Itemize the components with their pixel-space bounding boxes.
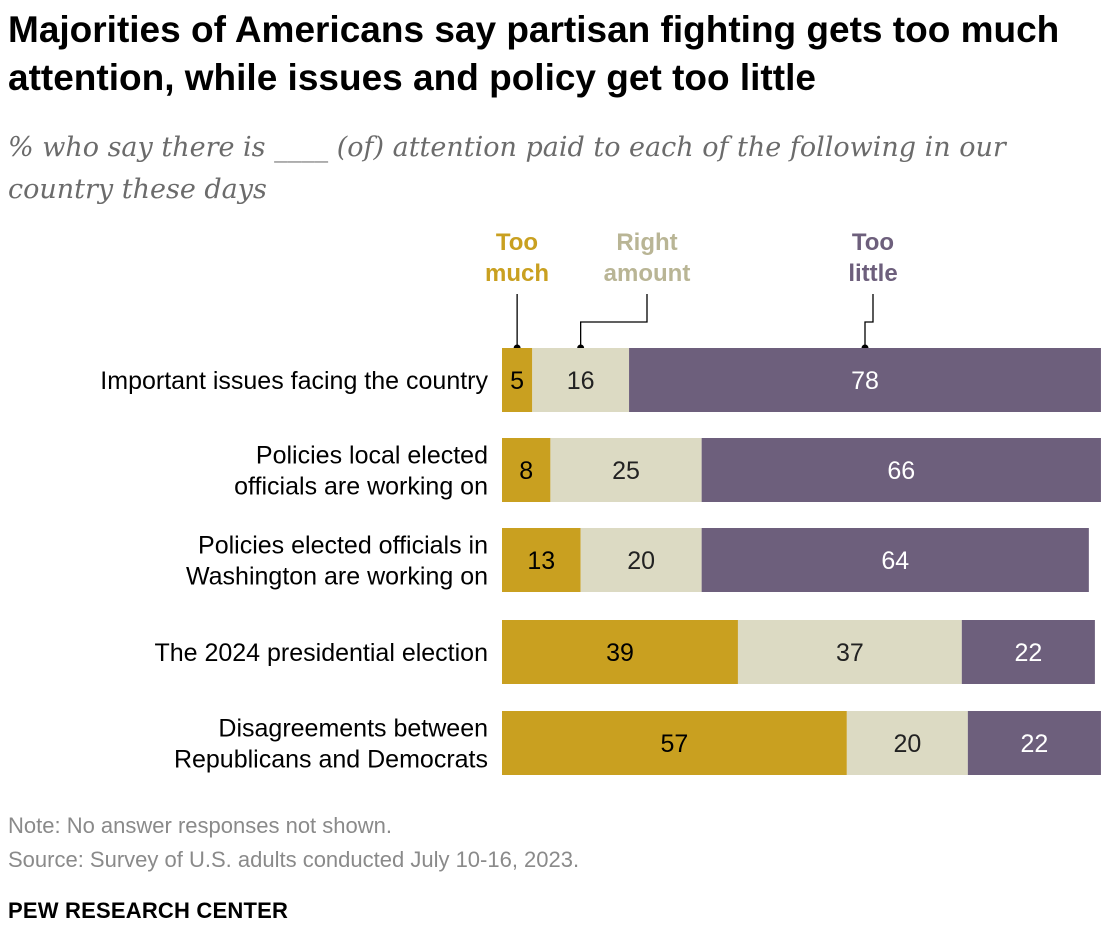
chart-subtitle: % who say there is ____ (of) attention p… [8,132,1006,205]
chart-note: Note: No answer responses not shown. [8,813,392,838]
bar-segment-too-little [629,348,1101,412]
category-label: Republicans and Democrats [174,746,488,774]
stacked-bar-chart: Too much Right amount Too little Important is… [100,229,1101,775]
category-label: The 2024 presidential election [154,639,488,667]
category-labels: Important issues facing the country Polic… [100,367,488,774]
bar-segment-right-amount [846,711,968,775]
bar-segment-too-much [502,528,581,592]
bar-segment-too-little [967,711,1101,775]
data-label: 22 [1020,730,1048,758]
data-label: 37 [836,639,864,667]
bar-segment-right-amount [532,348,630,412]
bar-segment-too-little [961,620,1095,684]
data-label: 64 [881,547,909,575]
chart-title: Majorities of Americans say partisan fig… [8,9,1060,98]
bar-segment-too-much [502,711,847,775]
bar-segment-too-much [502,620,738,684]
data-label: 8 [519,457,533,485]
bar-segment-right-amount [550,438,702,502]
data-label: 25 [612,457,640,485]
data-label: 20 [893,730,921,758]
legend: Too much Right amount Too little [485,229,898,352]
bar-segment-too-little [701,438,1101,502]
data-label: 20 [627,547,655,575]
bar-segment-too-little [701,528,1089,592]
legend-label: Too [852,229,894,256]
data-label: 13 [527,547,555,575]
category-label: Washington are working on [186,563,488,591]
data-label: 39 [606,639,634,667]
legend-label: Right [616,229,677,256]
data-label: 78 [851,367,879,395]
bars: 5 16 78 8 25 66 13 20 64 39 37 22 57 20 22 [502,348,1101,775]
legend-label: much [485,260,549,287]
category-label: Policies elected officials in [198,532,488,560]
category-label: Disagreements between [218,715,488,743]
legend-leader-line [580,294,648,348]
bar-segment-too-much [502,348,533,412]
bar-segment-too-much [502,438,551,502]
bar-segment-right-amount [580,528,702,592]
data-label: 57 [661,730,689,758]
legend-label: amount [604,260,691,287]
legend-label: little [848,260,897,287]
category-label: officials are working on [234,473,488,501]
legend-leader-line [864,294,874,348]
category-label: Important issues facing the country [100,367,488,395]
chart-source: Source: Survey of U.S. adults conducted … [8,847,580,872]
brand-logo-text: PEW RESEARCH CENTER [8,898,289,923]
category-label: Policies local elected [256,442,488,470]
data-label: 5 [510,367,524,395]
data-label: 22 [1014,639,1042,667]
data-label: 16 [567,367,595,395]
legend-label: Too [496,229,538,256]
data-label: 66 [887,457,915,485]
bar-segment-right-amount [737,620,962,684]
